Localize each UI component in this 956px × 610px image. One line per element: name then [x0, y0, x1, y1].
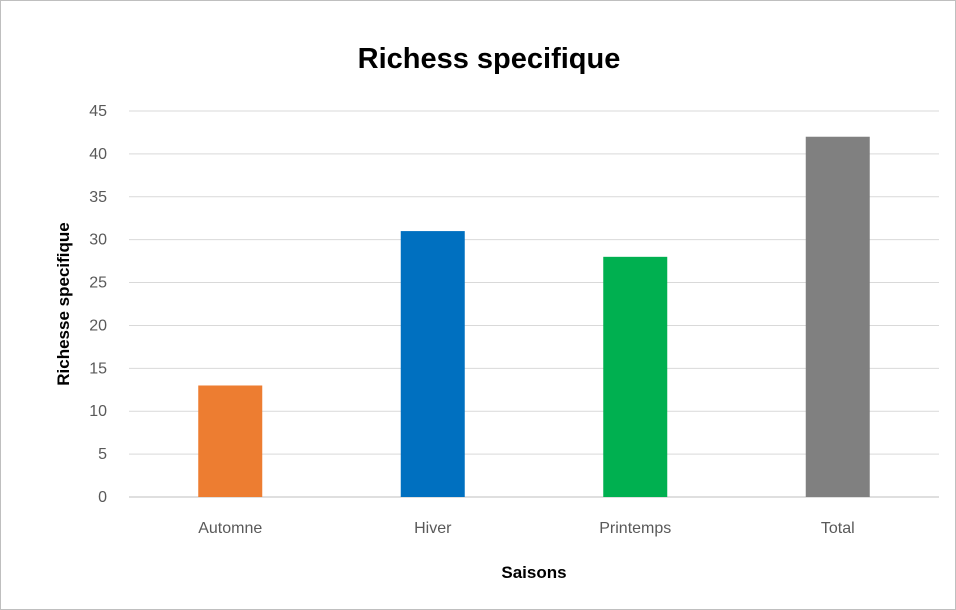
- x-tick-label: Automne: [198, 520, 262, 537]
- bar-total: [805, 136, 870, 497]
- y-tick-label: 30: [89, 232, 107, 249]
- y-tick-label: 0: [98, 489, 107, 506]
- y-axis-ticks: 0 5 10 15 20 25 30 35 40 45: [89, 103, 107, 506]
- x-tick-label: Hiver: [414, 520, 452, 537]
- y-axis-title: Richesse specifique: [54, 222, 73, 385]
- y-tick-label: 5: [98, 446, 107, 463]
- bar-hiver: [400, 231, 465, 498]
- y-tick-label: 20: [89, 317, 107, 334]
- chart-title: Richess specifique: [358, 43, 621, 75]
- y-tick-label: 40: [89, 146, 107, 163]
- x-axis-ticks: Automne Hiver Printemps Total: [198, 520, 854, 537]
- x-tick-label: Total: [821, 520, 855, 537]
- y-tick-label: 10: [89, 403, 107, 420]
- y-tick-label: 15: [89, 360, 107, 377]
- x-tick-label: Printemps: [599, 520, 671, 537]
- y-tick-label: 45: [89, 103, 107, 120]
- gridlines: [129, 110, 939, 455]
- y-tick-label: 35: [89, 189, 107, 206]
- bar-printemps: [603, 256, 668, 497]
- bars: [198, 136, 870, 498]
- bar-automne: [198, 385, 263, 497]
- y-tick-label: 25: [89, 275, 107, 292]
- x-axis-title: Saisons: [501, 563, 566, 582]
